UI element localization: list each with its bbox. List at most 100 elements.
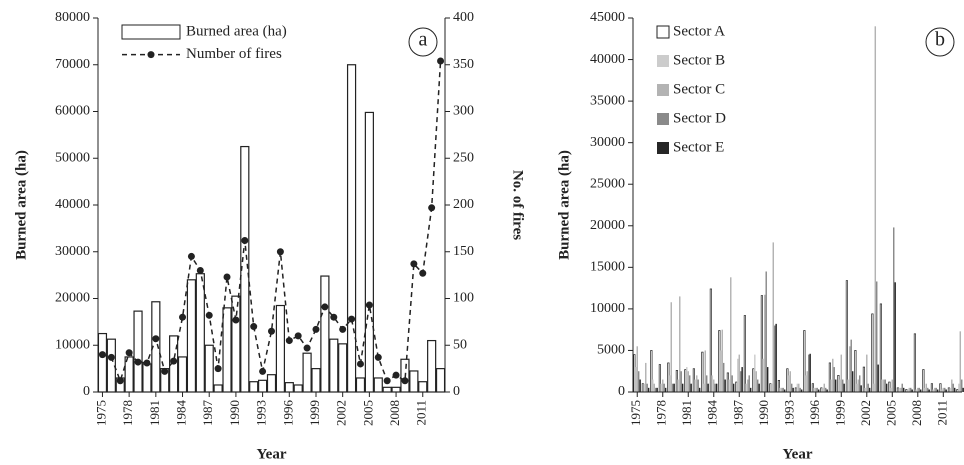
fires-point (232, 316, 240, 324)
bar (731, 375, 733, 392)
legend-point (147, 51, 155, 59)
bar (231, 295, 241, 393)
x-tick-label: 2008 (909, 400, 924, 426)
bar (864, 387, 867, 392)
y2-tick-label: 50 (453, 337, 467, 352)
bar (782, 387, 784, 392)
bar (834, 379, 837, 392)
bar (320, 275, 330, 393)
bar (806, 371, 808, 392)
fires-point (392, 371, 400, 379)
bar (898, 387, 901, 392)
x-tick-label: 1987 (200, 400, 215, 427)
bar (901, 383, 903, 392)
bar (843, 383, 845, 392)
y-tick-label: 60000 (55, 104, 90, 119)
y-axis-label: Burned area (ha) (13, 150, 29, 260)
fires-point (356, 360, 364, 368)
bar (951, 379, 953, 392)
bar (807, 354, 810, 392)
bar (639, 379, 641, 392)
y-tick-label: 30000 (590, 135, 625, 150)
bar (896, 387, 899, 393)
x-axis-label: Year (257, 446, 287, 462)
x-tick-label: 2002 (334, 400, 349, 426)
bar (687, 371, 689, 392)
bar (766, 367, 769, 392)
bar (754, 354, 756, 392)
legend-label: Burned area (ha) (186, 23, 287, 39)
bar (816, 387, 818, 392)
bar (847, 379, 850, 392)
x-tick-label: 1996 (807, 400, 822, 427)
bar (825, 387, 827, 392)
fires-point (98, 351, 106, 359)
bar (738, 354, 740, 392)
bar (355, 377, 366, 393)
bar (817, 389, 820, 392)
bar (686, 367, 688, 392)
legend-swatch (121, 24, 181, 40)
bar (945, 389, 947, 392)
fires-point (170, 357, 178, 365)
bar (643, 383, 646, 392)
y2-tick-label: 0 (453, 384, 460, 399)
bar (696, 375, 698, 392)
bar (741, 367, 743, 392)
y2-tick-label: 150 (453, 244, 474, 259)
bar (382, 386, 392, 393)
bar (641, 383, 644, 393)
panel-badge (408, 27, 438, 57)
bar (704, 350, 706, 392)
bar (803, 330, 806, 393)
bar (830, 379, 833, 392)
y-tick-label: 0 (618, 384, 625, 399)
bar (845, 280, 848, 393)
bar (934, 387, 936, 392)
bar (837, 375, 840, 393)
bar (867, 383, 869, 392)
bar (739, 371, 742, 392)
fires-point (143, 359, 151, 367)
y-tick-label: 25000 (590, 176, 625, 191)
legend-label: Sector C (673, 81, 725, 97)
bar (936, 389, 939, 392)
bar (884, 379, 886, 392)
bar (705, 375, 708, 392)
panel-badge (925, 27, 955, 57)
bar (213, 384, 223, 393)
bar (859, 375, 861, 392)
bar (124, 356, 134, 393)
y2-tick-label: 100 (453, 291, 474, 306)
legend-label: Sector A (673, 23, 725, 39)
bar (743, 315, 746, 393)
bar (922, 369, 925, 393)
fires-point (268, 327, 275, 335)
fires-point (241, 237, 249, 245)
bar (949, 387, 952, 392)
bar (813, 387, 816, 392)
bar (815, 387, 817, 392)
bar (860, 385, 862, 392)
x-tick-label: 1975 (93, 400, 108, 426)
bar (894, 282, 896, 392)
fires-point (116, 377, 124, 385)
fires-point (303, 344, 311, 352)
fires-point (383, 377, 391, 385)
bar (893, 227, 895, 392)
bar (711, 375, 714, 392)
fires-point (428, 204, 436, 212)
bar (783, 389, 786, 392)
x-tick-label: 2008 (387, 400, 402, 426)
x-tick-label: 1981 (679, 400, 694, 426)
bar (728, 379, 731, 392)
y-tick-label: 40000 (590, 52, 625, 67)
x-tick-label: 1984 (174, 400, 189, 427)
bar (908, 387, 911, 392)
bar (771, 383, 773, 392)
bar (942, 387, 945, 392)
bar (800, 389, 803, 392)
bar (822, 387, 824, 392)
x-tick-label: 1975 (628, 400, 643, 426)
